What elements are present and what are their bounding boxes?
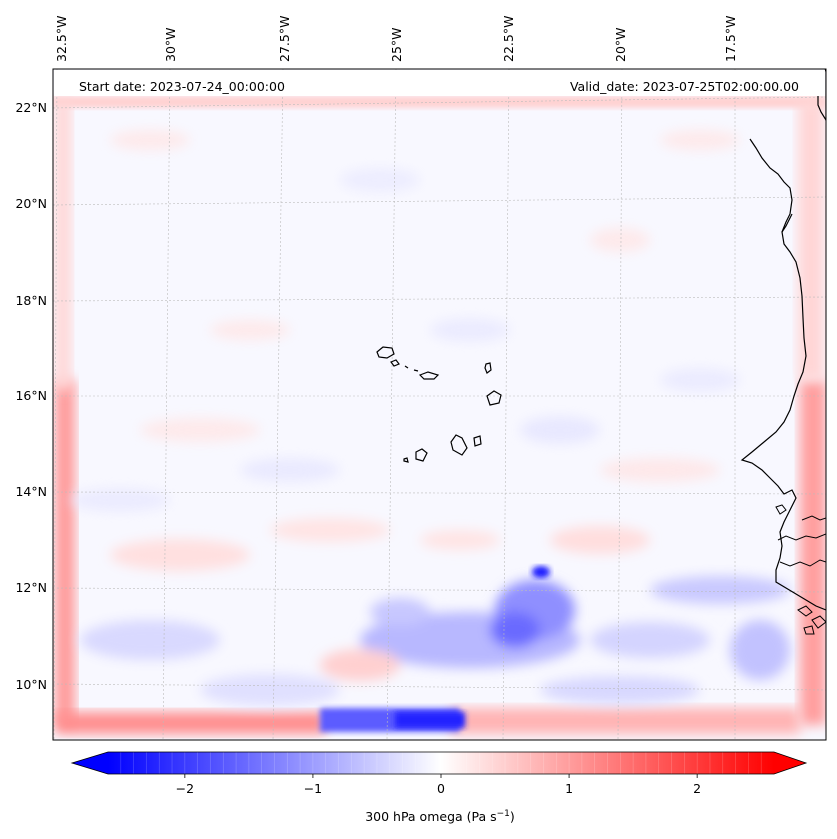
- colorbar: −2 −1 0 1 2 300 hPa omega (Pa s−1): [70, 751, 808, 824]
- colorbar-label: 300 hPa omega (Pa s−1): [365, 809, 515, 824]
- lon-label: 25°W: [389, 27, 404, 62]
- lon-label: 20°W: [613, 27, 628, 62]
- edge-band-left-upper: [55, 100, 71, 390]
- edge-band-left: [55, 380, 75, 725]
- maio-island: [473, 435, 482, 447]
- colorbar-tick-label: −2: [176, 781, 194, 796]
- colorbar-tick-label: 0: [437, 781, 445, 796]
- colorbar-level-lines: [120, 752, 762, 774]
- lon-label: 17.5°W: [723, 16, 738, 62]
- sao-nicolau-island: [418, 371, 440, 380]
- lat-label: 20°N: [15, 196, 47, 211]
- edge-band-right: [800, 380, 826, 725]
- lat-label: 18°N: [15, 293, 47, 308]
- strong-ascent-core: [532, 566, 550, 578]
- map-border: [52, 68, 827, 741]
- colorbar-ticks: −2 −1 0 1 2: [176, 774, 701, 796]
- colorbar-tick-label: 2: [693, 781, 701, 796]
- header-strip: [54, 70, 825, 96]
- banc-d-arguin: [781, 213, 793, 233]
- latitude-labels: 22°N 20°N 18°N 16°N 14°N 12°N 10°N: [15, 100, 47, 692]
- lon-label: 27.5°W: [277, 16, 292, 62]
- casamance-coast: [779, 559, 826, 567]
- cape-verde-islands: [376, 346, 502, 463]
- colorbar-min-extend: [72, 752, 108, 774]
- longitude-labels: 32.5°W 30°W 27.5°W 25°W 22.5°W 20°W 17.5…: [54, 16, 738, 62]
- africa-west-coast: [740, 138, 826, 611]
- cap-vert-peninsula: [775, 504, 787, 515]
- fogo-island: [415, 448, 428, 462]
- brava-island: [403, 457, 409, 463]
- colorbar-tick-label: 1: [565, 781, 573, 796]
- graticule: [53, 69, 826, 740]
- bottom-blue-core: [395, 712, 465, 728]
- map-panel: Start date: 2023-07-24_00:00:00 Valid_da…: [52, 68, 827, 741]
- santa-luzia-island: [404, 365, 409, 369]
- lat-label: 10°N: [15, 677, 47, 692]
- lon-label: 32.5°W: [54, 16, 69, 62]
- colorbar-max-extend: [774, 752, 806, 774]
- boa-vista-island: [486, 390, 502, 406]
- omega-field: [53, 69, 826, 740]
- edge-band-bottom-left: [55, 712, 325, 734]
- lat-label: 14°N: [15, 484, 47, 499]
- lat-label: 12°N: [15, 580, 47, 595]
- lon-label: 30°W: [163, 27, 178, 62]
- colorbar-outline: [70, 751, 808, 775]
- santo-antao-island: [376, 346, 395, 359]
- scattered-omega-patches: [70, 130, 740, 512]
- southern-omega-patches: [80, 518, 790, 706]
- lon-label: 22.5°W: [501, 16, 516, 62]
- saloum-delta: [801, 515, 826, 521]
- ilheu-island: [413, 369, 419, 372]
- colorbar-gradient: [108, 752, 774, 774]
- edge-band-right-upper: [798, 100, 824, 380]
- sal-island: [484, 362, 492, 374]
- bijagos-islands: [797, 605, 826, 635]
- lat-label: 16°N: [15, 388, 47, 403]
- sao-vicente-island: [390, 359, 400, 367]
- santiago-island: [450, 434, 468, 456]
- gambia-estuary: [777, 533, 826, 541]
- colorbar-tick-label: −1: [304, 781, 322, 796]
- lat-label: 22°N: [15, 100, 47, 115]
- valid-date-label: Valid_date: 2023-07-25T02:00:00.00: [570, 79, 799, 94]
- edge-band-bottom-right: [450, 708, 800, 734]
- start-date-label: Start date: 2023-07-24_00:00:00: [79, 79, 285, 94]
- edge-band-top: [53, 96, 826, 108]
